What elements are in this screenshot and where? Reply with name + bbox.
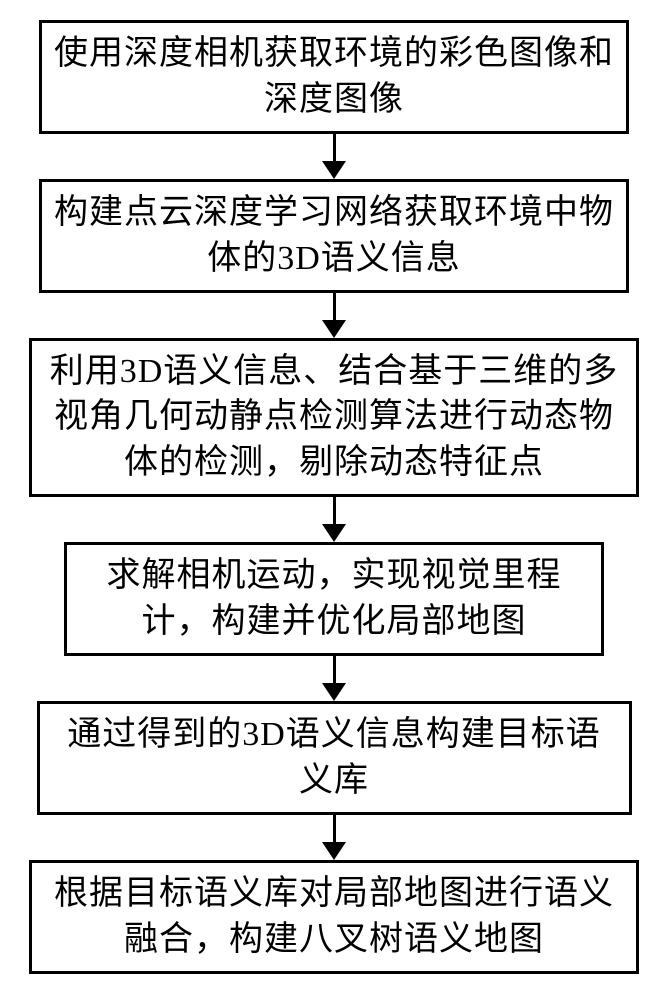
arrow-4-5 — [322, 656, 346, 701]
flowchart-step-1: 使用深度相机获取环境的彩色图像和深度图像 — [39, 20, 629, 134]
flowchart-step-6: 根据目标语义库对局部地图进行语义融合，构建八叉树语义地图 — [29, 860, 639, 974]
flowchart-step-4: 求解相机运动，实现视觉里程计，构建并优化局部地图 — [64, 542, 604, 656]
arrow-5-6 — [322, 815, 346, 860]
arrow-line — [333, 656, 336, 684]
arrow-head-icon — [322, 842, 346, 860]
step-text: 求解相机运动，实现视觉里程计，构建并优化局部地图 — [79, 553, 589, 645]
step-text: 通过得到的3D语义信息构建目标语义库 — [52, 712, 617, 804]
flowchart-step-3: 利用3D语义信息、结合基于三维的多视角几何动静点检测算法进行动态物体的检测，剔除… — [29, 338, 639, 498]
step-text: 构建点云深度学习网络获取环境中物体的3D语义信息 — [54, 190, 614, 282]
arrow-head-icon — [322, 524, 346, 542]
arrow-head-icon — [322, 683, 346, 701]
arrow-line — [333, 497, 336, 525]
arrow-line — [333, 815, 336, 843]
flowchart-container: 使用深度相机获取环境的彩色图像和深度图像 构建点云深度学习网络获取环境中物体的3… — [0, 20, 668, 974]
arrow-1-2 — [322, 134, 346, 179]
arrow-head-icon — [322, 161, 346, 179]
step-text: 利用3D语义信息、结合基于三维的多视角几何动静点检测算法进行动态物体的检测，剔除… — [44, 349, 624, 487]
arrow-line — [333, 134, 336, 162]
flowchart-step-5: 通过得到的3D语义信息构建目标语义库 — [37, 701, 632, 815]
arrow-line — [333, 293, 336, 321]
step-text: 使用深度相机获取环境的彩色图像和深度图像 — [54, 31, 614, 123]
flowchart-step-2: 构建点云深度学习网络获取环境中物体的3D语义信息 — [39, 179, 629, 293]
step-text: 根据目标语义库对局部地图进行语义融合，构建八叉树语义地图 — [44, 871, 624, 963]
arrow-head-icon — [322, 320, 346, 338]
arrow-2-3 — [322, 293, 346, 338]
arrow-3-4 — [322, 497, 346, 542]
